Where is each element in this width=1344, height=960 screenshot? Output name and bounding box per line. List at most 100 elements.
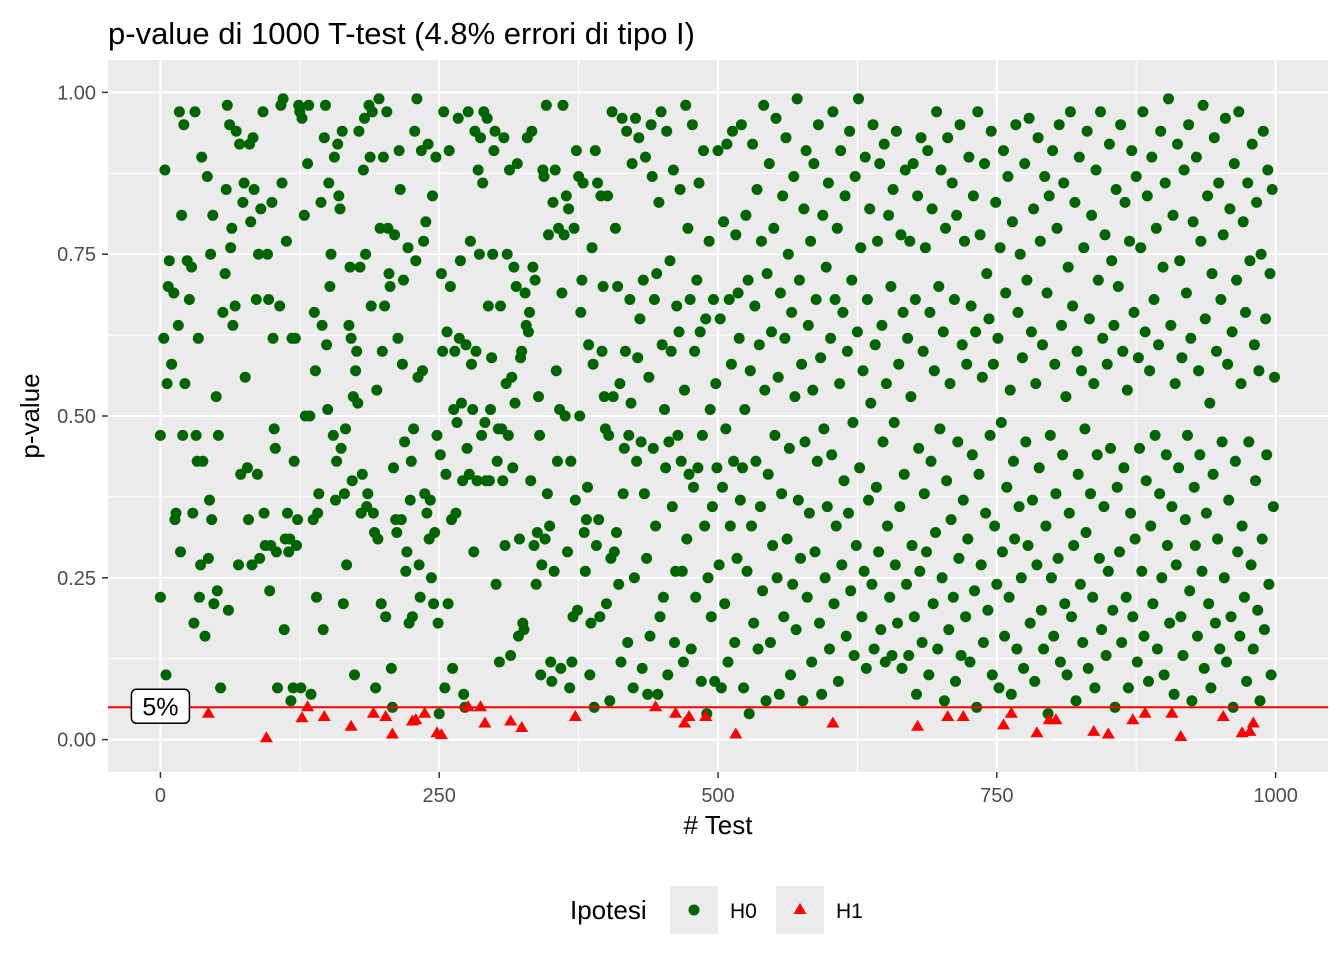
h0-point [834, 378, 846, 390]
h0-point [1166, 501, 1178, 513]
h0-point [1100, 650, 1112, 661]
h0-point [518, 624, 530, 636]
h0-point [1136, 565, 1148, 577]
h0-point [495, 300, 506, 312]
h0-point [1115, 119, 1127, 131]
h0-point [381, 106, 393, 118]
h0-point [1267, 501, 1279, 513]
h0-point [359, 112, 370, 124]
h1-point [941, 710, 955, 721]
h0-point [847, 417, 859, 428]
h0-point [309, 365, 321, 377]
h0-point [1034, 235, 1046, 247]
h0-point [229, 300, 241, 312]
h0-point [921, 546, 932, 558]
h0-point [788, 171, 800, 182]
h0-point [250, 294, 262, 305]
h0-point [902, 332, 914, 344]
h0-point [353, 125, 365, 137]
h0-point [740, 209, 752, 221]
h0-point [499, 540, 511, 551]
h0-point [1250, 475, 1261, 487]
h0-point [1199, 313, 1211, 325]
h0-point [1081, 125, 1093, 137]
h1-point [1138, 706, 1152, 718]
h0-point [810, 294, 822, 305]
h0-point [1112, 281, 1124, 292]
h0-point [955, 650, 967, 661]
h0-point [225, 242, 237, 254]
h0-point [861, 294, 873, 305]
h0-point [731, 552, 743, 564]
h0-point [323, 177, 335, 189]
h0-point [739, 404, 751, 415]
h0-point [392, 332, 404, 344]
h0-point [367, 507, 379, 519]
h0-point [791, 93, 803, 105]
h0-point [754, 501, 766, 513]
h0-point [1030, 378, 1042, 390]
h0-point [248, 184, 260, 195]
h0-point [324, 281, 336, 292]
h0-point [616, 112, 628, 124]
h0-point [660, 462, 672, 474]
h0-point [565, 455, 577, 467]
h0-point [1053, 119, 1065, 131]
h0-point [746, 520, 757, 532]
h1-point [366, 706, 380, 718]
h0-point [972, 106, 984, 118]
h0-point [410, 255, 422, 267]
h0-point [1151, 643, 1163, 655]
h1-point [1126, 713, 1140, 725]
h0-point [994, 242, 1006, 254]
h0-point [468, 546, 480, 558]
h0-point [546, 675, 558, 687]
h0-point [632, 352, 644, 364]
h0-point [1193, 365, 1205, 377]
h0-point [642, 688, 654, 700]
h0-point [516, 345, 528, 357]
h0-point [671, 300, 683, 312]
h0-point [851, 326, 863, 338]
h0-point [1165, 319, 1177, 331]
h0-point [489, 125, 501, 137]
h0-point [1148, 294, 1160, 305]
h0-point [192, 332, 204, 344]
h0-point [1121, 384, 1133, 396]
h0-point [677, 656, 689, 668]
h0-point [372, 533, 384, 545]
h0-point [462, 106, 474, 118]
h0-point [646, 171, 658, 182]
h0-point [409, 125, 421, 137]
h0-point [665, 345, 677, 357]
h0-point [966, 449, 978, 461]
h1-point [1101, 727, 1115, 739]
h0-point [643, 371, 655, 383]
h0-point [1019, 158, 1031, 170]
h0-point [501, 248, 513, 260]
h0-point [915, 132, 927, 144]
h0-point [444, 281, 456, 292]
h0-point [364, 151, 376, 163]
h0-point [576, 274, 588, 286]
h0-point [1219, 112, 1231, 124]
h0-point [1106, 255, 1118, 267]
h0-point [1149, 429, 1161, 441]
h0-point [1138, 630, 1150, 642]
h0-point [487, 248, 499, 260]
h0-point [815, 352, 827, 364]
h0-point [837, 306, 849, 318]
h0-point [663, 436, 675, 448]
h0-point [578, 527, 590, 538]
h0-point [779, 332, 791, 344]
h0-point [1211, 345, 1222, 357]
h0-point [1127, 611, 1139, 623]
h0-point [675, 455, 687, 467]
h1-point [515, 721, 529, 732]
h0-point [425, 572, 437, 584]
h0-point [1067, 300, 1079, 312]
h0-point [927, 598, 939, 610]
h0-point [251, 468, 263, 480]
h0-point [362, 488, 374, 500]
h0-point [717, 481, 728, 493]
